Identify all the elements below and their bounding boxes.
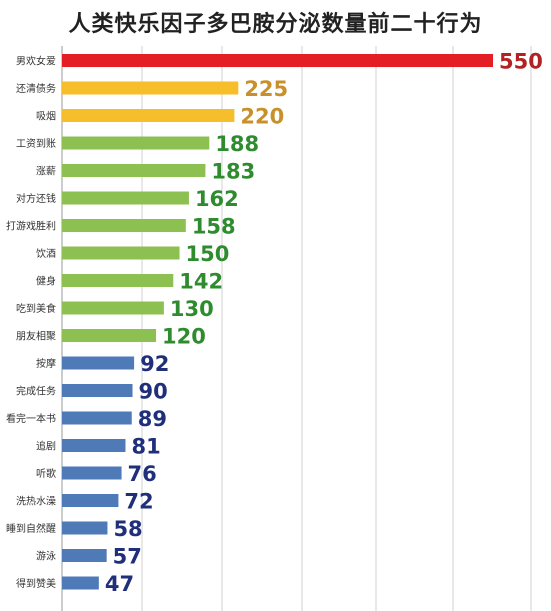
bar [62,301,164,315]
bar [62,329,157,342]
bar [62,521,108,535]
bar [62,439,126,452]
value-label: 72 [124,490,153,514]
bar [62,219,186,232]
value-labels: 550 225 220 188 183 162 158 150 142 130 120 92 90 89 8… [105,50,543,597]
category-label: 工资到账 [16,138,56,150]
bar [62,576,99,590]
value-label: 162 [195,187,239,211]
bar [62,246,180,260]
bar [62,54,493,67]
value-label: 550 [499,50,543,74]
category-label: 吃到美食 [16,302,56,315]
value-label: 225 [244,77,288,101]
category-label: 健身 [36,275,56,288]
value-label: 158 [192,215,236,239]
value-label: 120 [162,325,206,349]
value-label: 57 [113,545,142,569]
category-label: 完成任务 [16,385,56,398]
category-label: 饮酒 [36,247,56,260]
category-label: 游泳 [36,550,56,563]
value-label: 188 [215,132,259,156]
value-label: 89 [138,407,167,431]
category-label: 吸烟 [36,110,56,123]
bar [62,164,206,177]
chart-title: 人类快乐因子多巴胺分泌数量前二十行为 [68,12,483,37]
category-label: 男欢女爱 [16,55,56,68]
category-label: 还清债务 [16,82,56,95]
bar [62,191,189,205]
category-labels: 男欢女爱还清债务吸烟工资到账涨薪对方还钱打游戏胜利饮酒健身吃到美食朋友相聚按摩完… [6,55,56,591]
value-label: 90 [139,380,168,404]
value-label: 150 [186,242,230,266]
bar [62,109,235,122]
category-label: 追剧 [36,440,56,453]
value-label: 47 [105,572,134,596]
value-label: 220 [240,105,284,129]
bar [62,466,122,480]
category-label: 打游戏胜利 [6,220,56,233]
value-label: 58 [113,517,142,541]
category-label: 涨薪 [36,166,56,178]
category-label: 按摩 [36,357,56,370]
value-label: 92 [140,352,169,376]
bar [62,136,210,150]
bar [62,384,133,397]
category-label: 朋友相聚 [16,330,56,343]
category-label: 听歌 [36,467,56,480]
bar [62,274,174,287]
bar [62,356,135,370]
bars [62,54,493,590]
value-label: 183 [211,160,255,184]
value-label: 142 [179,270,223,294]
value-label: 81 [131,435,160,459]
bar [62,549,107,562]
category-label: 得到赞美 [16,577,56,590]
category-label: 睡到自然醒 [6,522,56,535]
bar [62,494,119,507]
category-label: 洗热水澡 [16,495,56,508]
bar [62,81,239,95]
value-label: 130 [170,297,214,321]
value-label: 76 [128,462,157,486]
bar [62,411,132,425]
category-label: 看完一本书 [6,412,56,425]
category-label: 对方还钱 [16,192,56,205]
